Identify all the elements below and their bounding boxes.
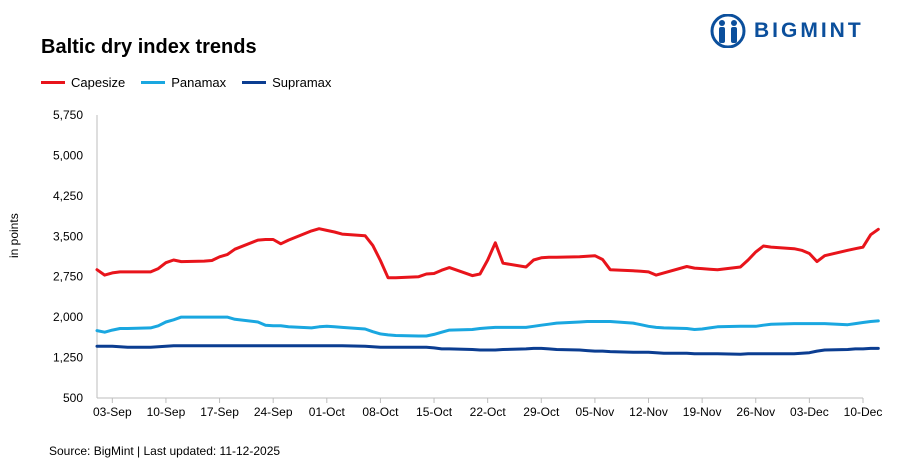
legend-swatch — [141, 81, 166, 84]
chart-title: Baltic dry index trends — [41, 36, 257, 58]
source-note: Source: BigMint | Last updated: 11-12-20… — [49, 444, 281, 458]
legend-item-capesize: Capesize — [41, 75, 125, 90]
y-tick-label: 500 — [63, 391, 83, 405]
x-tick-label: 19-Nov — [683, 405, 722, 419]
y-tick-label: 5,750 — [53, 108, 83, 122]
series-line-capesize — [95, 227, 880, 280]
x-tick-label: 10-Dec — [844, 405, 883, 419]
x-tick-label: 26-Nov — [736, 405, 775, 419]
x-tick-label: 10-Sep — [147, 405, 186, 419]
y-tick-label: 4,250 — [53, 189, 83, 203]
x-tick-label: 24-Sep — [254, 405, 293, 419]
legend-label: Capesize — [71, 75, 126, 90]
y-tick-label: 2,750 — [53, 270, 83, 284]
x-tick-label: 22-Oct — [470, 405, 507, 419]
legend-label: Panamax — [171, 75, 227, 90]
y-tick-label: 3,500 — [53, 229, 83, 243]
brand-name: BIGMINT — [754, 19, 864, 42]
legend-item-panamax: Panamax — [141, 75, 226, 90]
series-line-supramax — [95, 344, 880, 356]
x-tick-label: 15-Oct — [416, 405, 453, 419]
x-tick-label: 08-Oct — [362, 405, 399, 419]
legend-swatch — [242, 81, 267, 84]
x-tick-label: 12-Nov — [629, 405, 668, 419]
legend-swatch — [41, 81, 65, 84]
legend-label: Supramax — [272, 75, 332, 90]
x-tick-label: 03-Sep — [93, 405, 132, 419]
x-tick-label: 17-Sep — [200, 405, 239, 419]
series-line-panamax — [95, 315, 880, 338]
chart-legend: Capesize Panamax Supramax — [41, 75, 331, 90]
y-tick-label: 2,000 — [53, 310, 83, 324]
x-tick-label: 03-Dec — [790, 405, 829, 419]
x-tick-label: 29-Oct — [523, 405, 560, 419]
x-tick-label: 05-Nov — [576, 405, 615, 419]
y-tick-label: 5,000 — [53, 148, 83, 162]
y-tick-label: 1,250 — [53, 351, 83, 365]
bigmint-logo: BIGMINT — [710, 14, 864, 48]
bigmint-emblem-icon — [710, 14, 746, 48]
legend-item-supramax: Supramax — [242, 75, 331, 90]
x-tick-label: 01-Oct — [309, 405, 346, 419]
